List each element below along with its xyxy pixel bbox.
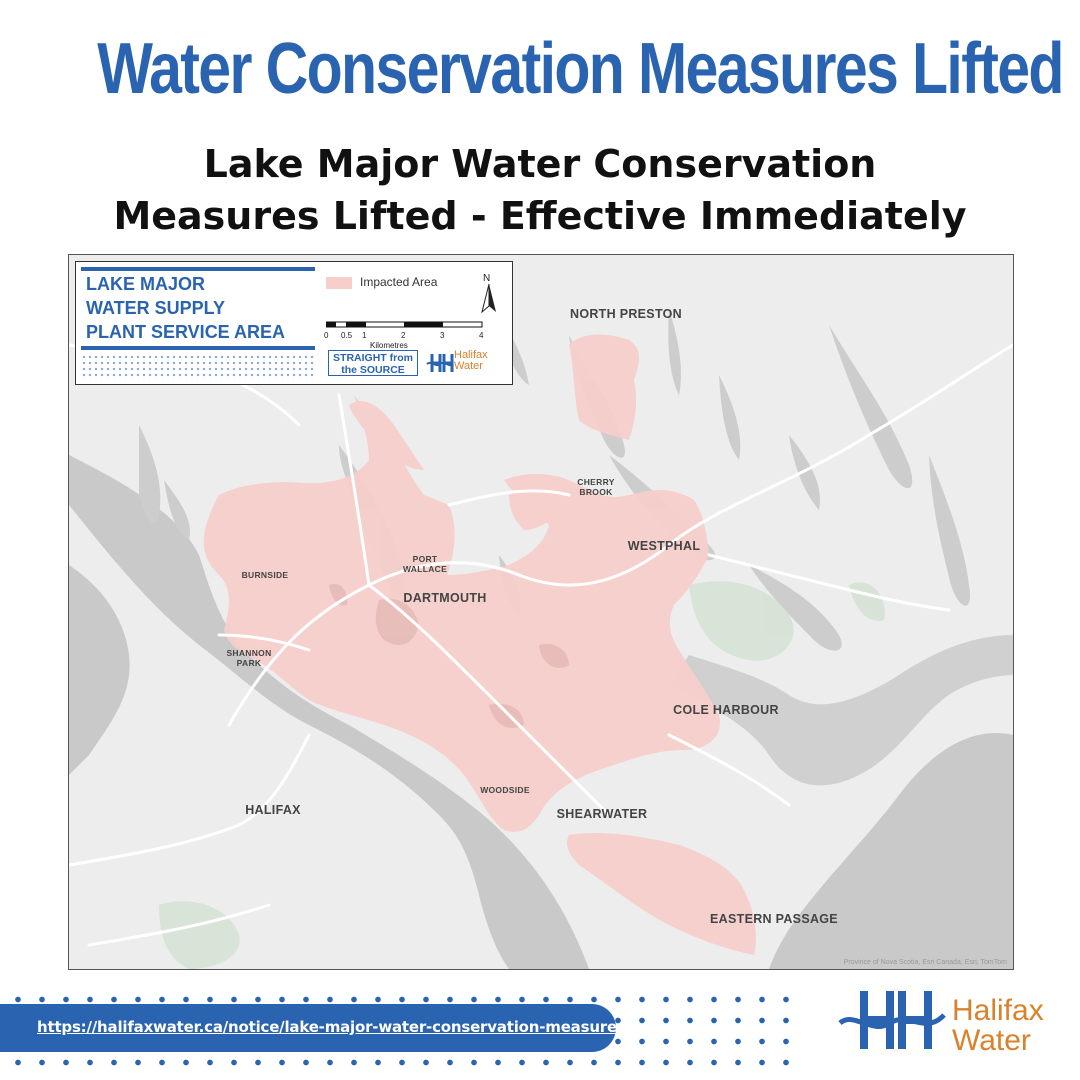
place-port-wallace-line1: PORT — [412, 554, 438, 564]
place-cherry-brook-line2: BROOK — [579, 487, 613, 497]
harbour-water — [69, 455, 589, 969]
place-dartmouth: DARTMOUTH — [403, 591, 487, 605]
halifax-water-mark-icon — [426, 354, 454, 372]
notice-url-link[interactable]: https://halifaxwater.ca/notice/lake-majo… — [37, 1018, 626, 1036]
basin-water — [69, 565, 130, 775]
place-shearwater: SHEARWATER — [556, 807, 648, 821]
place-burnside: BURNSIDE — [241, 570, 289, 580]
place-port-wallace: PORT WALLACE — [403, 554, 447, 574]
legend-dot-pattern — [81, 354, 315, 380]
footer-logo-line1: Halifax — [952, 994, 1044, 1027]
subtitle-line-1: Lake Major Water Conservation — [203, 142, 877, 186]
legend-title-line1: LAKE MAJOR — [86, 274, 206, 294]
legend-title: LAKE MAJOR WATER SUPPLY PLANT SERVICE AR… — [86, 272, 316, 344]
footer-logo-backdrop — [800, 980, 1080, 1080]
place-eastern-passage: EASTERN PASSAGE — [710, 912, 838, 926]
page-subtitle: Lake Major Water Conservation Measures L… — [0, 138, 1080, 242]
north-arrow-label: N — [483, 273, 490, 284]
roads — [69, 343, 1013, 947]
scale-tick-2: 2 — [401, 331, 406, 340]
straight-from-the-source-badge: STRAIGHT from the SOURCE — [328, 350, 418, 376]
place-port-wallace-line2: WALLACE — [402, 564, 448, 574]
subtitle-line-2: Measures Lifted - Effective Immediately — [113, 194, 967, 238]
badge-line1: STRAIGHT from — [333, 352, 413, 364]
legend-title-line2: WATER SUPPLY — [86, 298, 226, 318]
place-halifax: HALIFAX — [245, 803, 301, 817]
legend-logo-line1: Halifax — [454, 349, 488, 361]
map-basemap — [69, 255, 1013, 969]
impacted-area-label: Impacted Area — [360, 275, 438, 289]
place-westphal: WESTPHAL — [627, 539, 701, 553]
service-area-map[interactable]: NORTH PRESTON CHERRY BROOK WESTPHAL BURN… — [68, 254, 1014, 970]
north-arrow-icon: N — [481, 273, 496, 314]
badge-line2: the SOURCE — [341, 364, 405, 376]
scale-tick-0-5: 0.5 — [341, 331, 353, 340]
url-banner — [0, 1004, 616, 1052]
ocean-south-east — [769, 733, 1013, 969]
impacted-area — [203, 334, 756, 955]
scale-unit: Kilometres — [370, 341, 408, 350]
footer-logo-line2: Water — [952, 1024, 1031, 1057]
impacted-area-swatch — [326, 277, 352, 289]
footer-halifax-water-wordmark: Halifax Water — [952, 996, 1044, 1056]
halifax-water-logo-icon — [838, 991, 946, 1049]
place-shannon-park-line1: SHANNON — [226, 648, 272, 658]
scale-tick-3: 3 — [440, 331, 445, 340]
page-title: Water Conservation Measures Lifted — [97, 29, 1064, 109]
legend-top-bar — [81, 267, 315, 271]
place-cherry-brook: CHERRY BROOK — [577, 477, 614, 497]
cole-harbour-water — [669, 635, 1013, 786]
legend-bottom-bar — [81, 346, 315, 350]
legend-logo-line2: Water — [454, 360, 483, 372]
place-cherry-brook-line1: CHERRY — [577, 477, 615, 487]
place-cole-harbour: COLE HARBOUR — [673, 703, 779, 717]
map-legend: LAKE MAJOR WATER SUPPLY PLANT SERVICE AR… — [75, 261, 513, 385]
scale-tick-1: 1 — [362, 331, 367, 340]
legend-halifax-water-wordmark: Halifax Water — [454, 350, 488, 372]
map-attribution: Province of Nova Scotia, Esri Canada, Es… — [843, 959, 1007, 966]
legend-title-line3: PLANT SERVICE AREA — [86, 322, 286, 342]
place-north-preston: NORTH PRESTON — [569, 307, 683, 321]
place-shannon-park: SHANNON PARK — [226, 648, 271, 668]
place-woodside: WOODSIDE — [480, 785, 530, 795]
place-shannon-park-line2: PARK — [236, 658, 262, 668]
scale-tick-4: 4 — [479, 331, 484, 340]
scale-bar — [326, 321, 483, 328]
scale-tick-0: 0 — [324, 331, 329, 340]
